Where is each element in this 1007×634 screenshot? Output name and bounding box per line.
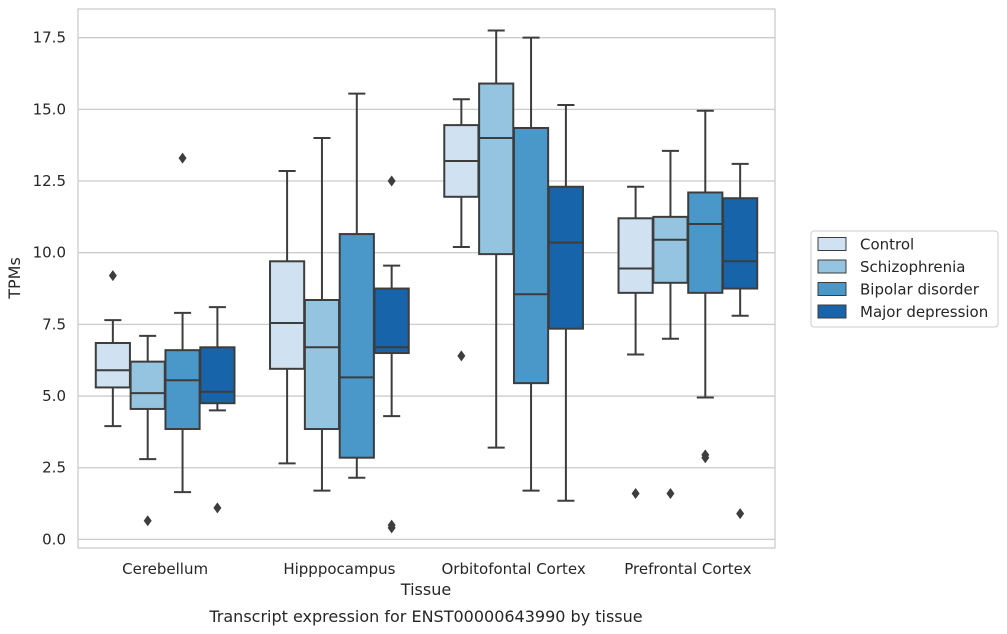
y-tick-label: 5.0 — [42, 387, 66, 405]
x-tick-label: Hipppocampus — [283, 560, 395, 578]
outlier-point — [387, 175, 396, 187]
outlier-point — [666, 488, 675, 500]
box — [373, 287, 410, 355]
box-plot — [478, 29, 515, 449]
x-tick-label: Orbitofontal Cortex — [442, 560, 586, 578]
x-axis-ticks: Cerebellum Hipppocampus Orbitofontal Corte… — [122, 560, 751, 578]
box-plot — [687, 109, 724, 464]
outlier-point — [108, 270, 117, 282]
box — [338, 233, 375, 459]
box — [547, 185, 584, 330]
box-plot — [94, 270, 131, 428]
box — [617, 217, 654, 294]
outlier-point — [736, 508, 745, 520]
y-tick-label: 15.0 — [33, 100, 66, 118]
x-tick-label: Cerebellum — [122, 560, 208, 578]
y-tick-label: 7.5 — [42, 315, 66, 333]
outlier-point — [143, 515, 152, 527]
legend-swatch — [817, 304, 847, 319]
box — [722, 197, 759, 290]
box-plot — [303, 137, 341, 492]
box — [269, 260, 306, 370]
box-plot — [722, 162, 759, 520]
legend-swatch — [817, 237, 847, 251]
box-plot — [373, 175, 410, 534]
box-plot — [164, 152, 201, 494]
box — [199, 346, 236, 405]
box-plot — [129, 334, 166, 527]
box — [164, 349, 201, 431]
y-axis-ticks: 0.0 2.5 5.0 7.5 10.0 12.5 15.0 17.5 — [33, 29, 66, 549]
legend-label: Control — [860, 236, 914, 254]
y-tick-label: 17.5 — [33, 29, 66, 47]
y-tick-label: 0.0 — [42, 530, 66, 548]
chart-caption: Transcript expression for ENST0000064399… — [208, 607, 642, 626]
outlier-point — [457, 350, 466, 362]
outlier-point — [213, 502, 222, 514]
plot-frame — [77, 8, 776, 549]
box-plot — [443, 98, 480, 362]
y-tick-label: 12.5 — [33, 172, 66, 190]
legend-label: Schizophrenia — [860, 258, 965, 276]
outlier-point — [178, 152, 187, 164]
box — [129, 360, 166, 410]
y-tick-label: 2.5 — [42, 459, 66, 477]
box-plot — [338, 92, 375, 479]
legend-frame — [810, 230, 999, 328]
box-plot — [617, 185, 654, 500]
x-axis-title: Tissue — [400, 580, 451, 599]
outlier-point — [701, 449, 710, 461]
box-plot — [547, 104, 584, 502]
box-plot — [269, 169, 306, 465]
legend-swatch — [817, 259, 847, 274]
x-tick-label: Prefrontal Cortex — [624, 560, 751, 578]
box-plot — [512, 36, 550, 492]
legend-label: Major depression — [860, 303, 988, 321]
legend-swatch — [817, 282, 847, 296]
y-tick-label: 10.0 — [33, 244, 66, 262]
outlier-point — [631, 488, 640, 500]
y-axis-title: TPMs — [5, 257, 24, 300]
box — [687, 191, 724, 294]
legend: Control Schizophrenia Bipolar disorder Majo… — [810, 230, 999, 328]
box — [303, 299, 341, 431]
outlier-point — [387, 519, 396, 531]
legend-label: Bipolar disorder — [860, 281, 980, 299]
box — [512, 126, 550, 385]
box — [652, 215, 689, 284]
box — [478, 82, 515, 256]
box — [94, 342, 131, 389]
box-plot — [199, 306, 236, 514]
box-plots — [94, 29, 759, 534]
